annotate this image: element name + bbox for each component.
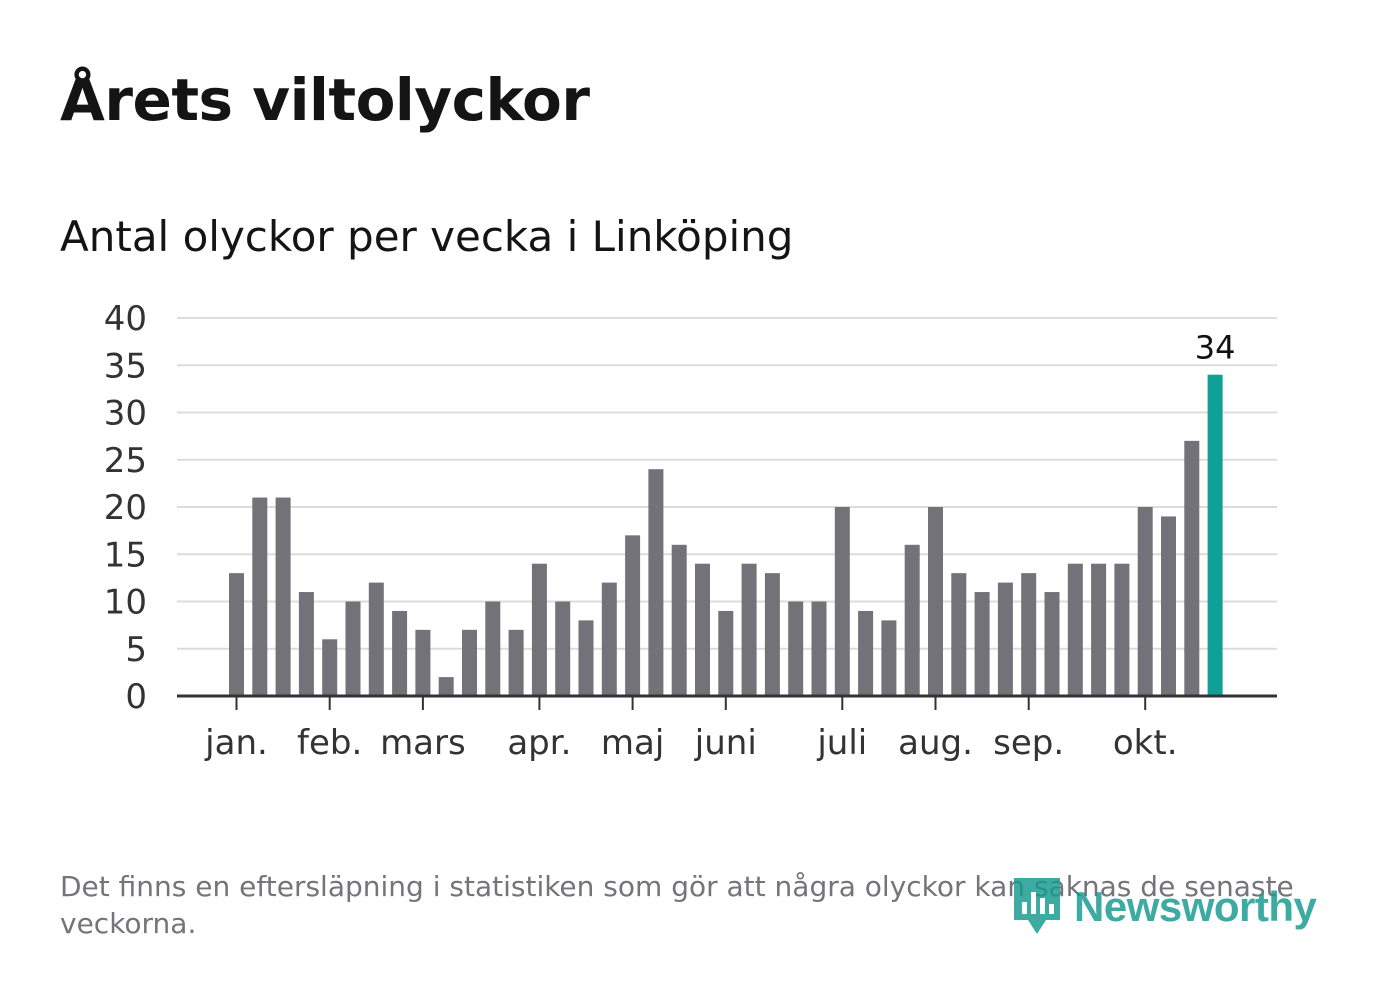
bar xyxy=(858,610,874,696)
bar xyxy=(438,677,454,696)
data-label: 34 xyxy=(1195,329,1236,367)
bar xyxy=(345,601,361,696)
bar xyxy=(368,582,384,696)
bar xyxy=(1091,563,1107,696)
data-labels: 34 xyxy=(1195,329,1236,367)
bar xyxy=(462,629,477,696)
bar xyxy=(695,563,710,696)
bar xyxy=(648,469,664,696)
y-tick-label: 15 xyxy=(104,535,147,575)
x-tick-label: okt. xyxy=(1113,723,1178,763)
x-tick-label: apr. xyxy=(507,723,571,763)
bar xyxy=(322,639,338,696)
gridlines xyxy=(177,317,1277,650)
newsworthy-logo-icon xyxy=(1014,878,1060,934)
bars xyxy=(229,374,1223,696)
bar xyxy=(928,507,943,696)
newsworthy-logo: Newsworthy xyxy=(1010,872,1330,942)
y-tick-label: 30 xyxy=(104,394,147,434)
x-tick-label: juli xyxy=(816,723,867,763)
x-tick-label: maj xyxy=(601,723,664,763)
y-tick-label: 10 xyxy=(104,583,147,623)
y-tick-label: 35 xyxy=(104,346,147,386)
footnote: Det finns en eftersläpning i statistiken… xyxy=(60,870,1294,940)
y-tick-label: 40 xyxy=(104,299,147,339)
x-tick-label: feb. xyxy=(297,723,362,763)
bar xyxy=(252,497,268,696)
y-axis-ticks: 0 5 10 15 20 25 30 35 40 xyxy=(104,299,147,717)
bar xyxy=(1067,563,1083,696)
x-tick-label: mars xyxy=(380,723,466,763)
y-tick-label: 25 xyxy=(104,441,147,481)
bar xyxy=(555,601,571,696)
bar xyxy=(625,535,641,696)
bar xyxy=(1137,507,1153,696)
bar xyxy=(881,620,897,696)
bar xyxy=(298,592,314,696)
bar xyxy=(1161,516,1176,696)
bar xyxy=(811,601,827,696)
bar xyxy=(764,573,780,696)
brand-name: Newsworthy xyxy=(1074,883,1317,930)
bar xyxy=(951,573,967,696)
x-tick-label: jan. xyxy=(204,723,268,763)
bar xyxy=(508,629,524,696)
bar xyxy=(485,601,501,696)
y-tick-label: 0 xyxy=(125,677,147,717)
bar xyxy=(1114,563,1130,696)
x-tick-label: aug. xyxy=(898,723,973,763)
chart-subtitle: Antal olyckor per vecka i Linköping xyxy=(60,212,794,261)
bar xyxy=(1021,573,1037,696)
bar xyxy=(671,544,687,696)
chart-title: Årets viltolyckor xyxy=(60,66,590,134)
y-tick-label: 20 xyxy=(104,488,147,528)
x-axis-ticks: jan. feb. mars apr. maj juni juli aug. sep. okt. xyxy=(204,696,1178,763)
bar xyxy=(229,573,244,696)
y-tick-label: 5 xyxy=(125,630,147,670)
bar xyxy=(974,592,990,696)
bar xyxy=(718,610,734,696)
bar xyxy=(904,544,920,696)
bar xyxy=(275,497,291,696)
x-tick-label: juni xyxy=(694,723,757,763)
bar xyxy=(531,563,547,696)
bar xyxy=(601,582,617,696)
bar xyxy=(1044,592,1060,696)
bar xyxy=(1184,440,1200,696)
bar-highlight xyxy=(1207,374,1223,696)
x-tick-label: sep. xyxy=(993,723,1064,763)
bar xyxy=(788,601,804,696)
bar xyxy=(741,563,757,696)
bar xyxy=(392,610,408,696)
bar xyxy=(834,507,850,696)
bar xyxy=(415,629,431,696)
bar xyxy=(578,620,594,696)
bar xyxy=(997,582,1013,696)
